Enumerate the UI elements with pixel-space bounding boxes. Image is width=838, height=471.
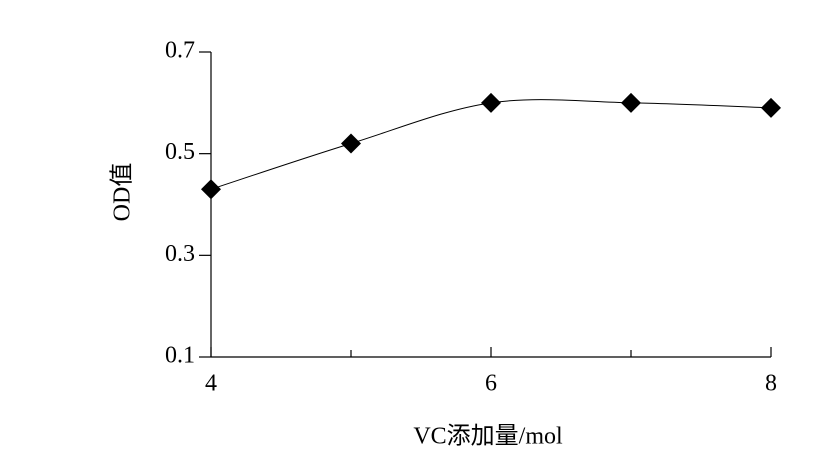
y-tick-label: 0.7 (165, 38, 195, 64)
y-tick-label: 0.5 (165, 139, 195, 165)
x-tick-label: 8 (765, 371, 777, 397)
y-tick-label: 0.3 (165, 241, 195, 267)
line (210, 99, 772, 190)
x-tick-label: 6 (485, 371, 497, 397)
y-axis-label: OD值 (109, 163, 136, 222)
marker (201, 179, 221, 200)
x-tick-label: 4 (205, 371, 217, 397)
marker (481, 92, 501, 113)
x-axis-label: VC添加量/mol (413, 423, 563, 450)
y-tick-label: 0.1 (165, 343, 195, 369)
marker (621, 92, 641, 113)
marker (761, 97, 781, 118)
marker (341, 133, 361, 154)
